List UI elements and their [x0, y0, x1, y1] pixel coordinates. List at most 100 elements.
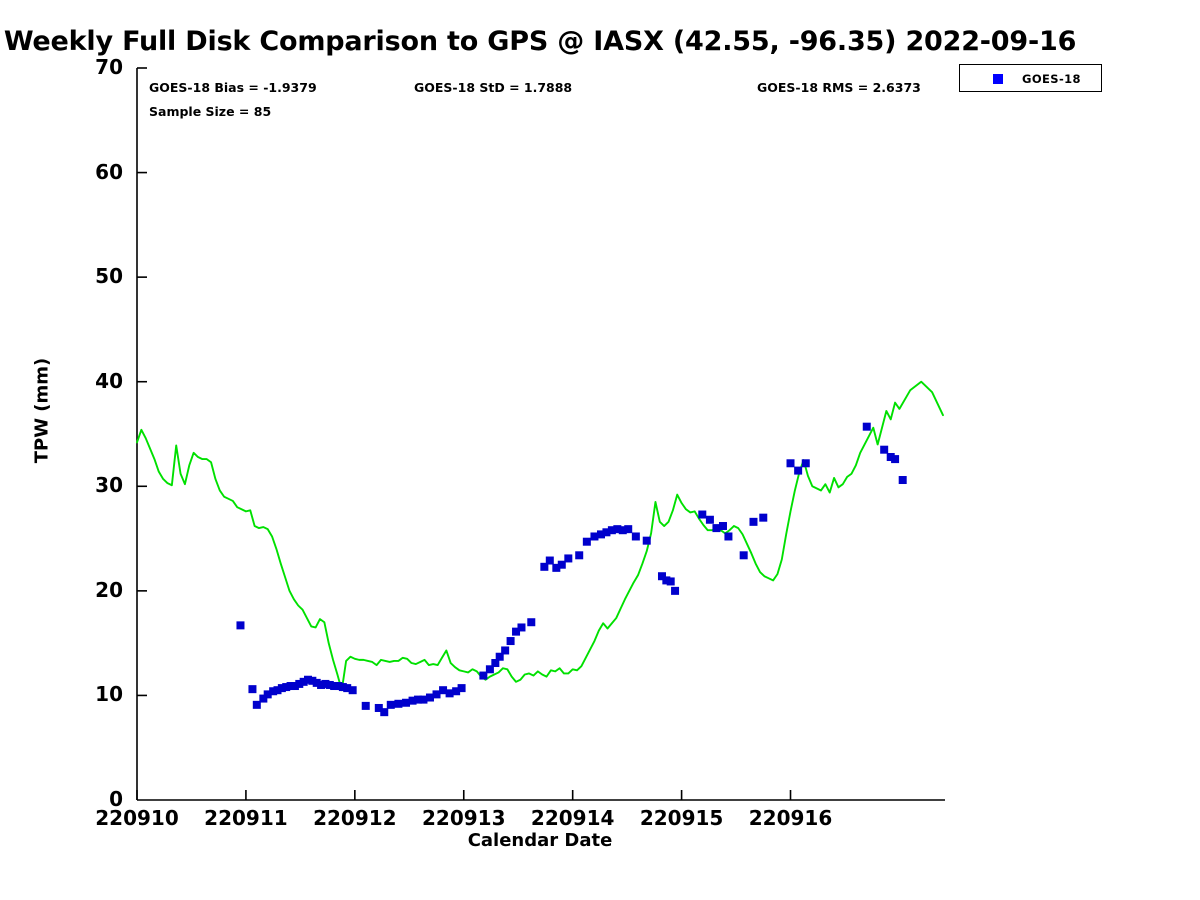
goes18-data-point	[666, 577, 675, 586]
goes18-data-point	[602, 528, 611, 537]
legend: GOES-18	[959, 64, 1102, 92]
goes18-data-point	[386, 700, 395, 709]
y-tick-label: 60	[95, 159, 123, 184]
x-tick-label: 220913	[422, 806, 506, 830]
goes18-data-point	[277, 684, 286, 693]
goes18-data-point	[739, 551, 748, 560]
goes18-data-point	[662, 576, 671, 585]
goes18-data-point	[408, 696, 417, 705]
goes18-data-point	[898, 476, 907, 485]
goes18-data-point	[564, 554, 573, 563]
goes18-data-point	[432, 690, 441, 699]
y-tick-label: 40	[95, 368, 123, 393]
goes18-data-point	[506, 637, 515, 646]
x-tick-label: 220914	[530, 806, 615, 830]
goes18-data-point	[414, 695, 423, 704]
goes18-data-point	[252, 700, 261, 709]
goes18-data-point	[671, 586, 680, 595]
legend-marker-icon	[993, 74, 1003, 84]
goes18-data-point	[759, 513, 768, 522]
goes18-data-point	[338, 683, 347, 692]
goes18-data-point	[380, 708, 389, 717]
goes18-data-point	[317, 680, 326, 689]
goes18-data-point	[552, 563, 561, 572]
goes18-data-point	[394, 699, 403, 708]
goes18-data-point	[259, 694, 268, 703]
goes18-data-point	[794, 466, 803, 475]
x-tick-label: 220911	[204, 806, 288, 830]
goes18-data-point	[631, 532, 640, 541]
goes18-data-point	[491, 659, 500, 668]
goes18-data-point	[402, 698, 411, 707]
goes18-data-point	[724, 532, 733, 541]
goes18-data-point	[501, 646, 510, 655]
goes18-data-point	[330, 682, 339, 691]
goes18-data-point	[582, 537, 591, 546]
goes18-data-point	[485, 665, 494, 674]
goes18-data-point	[348, 686, 357, 695]
goes18-data-point	[269, 687, 278, 696]
goes18-data-point	[517, 623, 526, 632]
y-tick-label: 30	[95, 473, 123, 498]
goes18-data-point	[880, 445, 889, 454]
goes18-data-point	[419, 695, 428, 704]
goes18-data-point	[862, 422, 871, 431]
goes18-data-point	[590, 532, 599, 541]
legend-label-goes18: GOES-18	[1022, 72, 1081, 86]
goes18-data-point	[361, 701, 370, 710]
x-tick-label: 220915	[639, 806, 724, 830]
x-tick-label: 220910	[95, 806, 179, 830]
y-tick-label: 70	[95, 55, 123, 79]
y-tick-label: 10	[95, 682, 123, 707]
goes18-data-point	[248, 685, 257, 694]
goes18-data-point	[624, 525, 633, 534]
y-tick-label: 0	[109, 787, 123, 811]
goes18-data-point	[457, 684, 466, 693]
goes18-data-point	[334, 682, 343, 691]
y-tick-label: 20	[95, 577, 123, 602]
goes18-data-point	[718, 522, 727, 531]
goes18-data-point	[374, 703, 383, 712]
goes18-data-point	[698, 510, 707, 519]
goes18-data-point	[321, 679, 330, 688]
goes18-data-point	[286, 682, 295, 691]
x-tick-label: 220912	[313, 806, 397, 830]
goes18-data-point	[439, 686, 448, 695]
y-tick-label: 50	[95, 264, 123, 289]
goes18-data-point	[712, 524, 721, 533]
goes18-data-point	[786, 459, 795, 468]
goes18-data-point	[596, 530, 605, 539]
goes18-data-point	[886, 453, 895, 462]
goes18-data-point	[557, 560, 566, 569]
goes18-data-point	[705, 515, 714, 524]
goes18-data-point	[304, 675, 312, 684]
goes18-data-point	[325, 680, 334, 689]
goes18-data-point	[657, 572, 666, 581]
goes18-data-point	[749, 517, 758, 526]
goes18-data-point	[299, 677, 308, 686]
goes18-data-point	[642, 536, 651, 545]
goes18-marker-series	[236, 422, 907, 717]
goes18-data-point	[618, 526, 627, 535]
gps-line-series	[136, 380, 944, 692]
x-tick-label: 220916	[748, 806, 833, 830]
stat-bias-label: GOES-18 Bias = -1.9379	[149, 80, 317, 95]
goes18-data-point	[545, 556, 554, 565]
goes18-data-point	[801, 459, 810, 468]
goes18-data-point	[607, 526, 616, 535]
goes18-data-point	[540, 562, 549, 571]
goes18-data-point	[343, 684, 352, 693]
goes18-data-point	[575, 551, 584, 560]
stat-sample-size-label: Sample Size = 85	[149, 104, 272, 119]
stat-std-label: GOES-18 StD = 1.7888	[414, 80, 573, 95]
goes18-data-point	[495, 652, 504, 661]
y-axis-title: TPW (mm)	[31, 357, 53, 464]
goes18-data-point	[295, 679, 304, 688]
goes18-data-point	[452, 687, 461, 696]
goes18-data-point	[613, 525, 622, 534]
goes18-data-point	[527, 618, 536, 627]
goes18-data-point	[425, 693, 434, 702]
x-axis-title: Calendar Date	[467, 830, 613, 851]
